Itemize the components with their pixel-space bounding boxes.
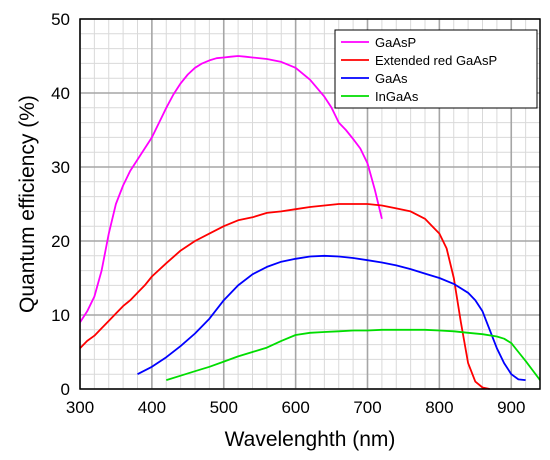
- x-tick-label: 800: [425, 398, 453, 417]
- series-line-extended-red-gaasp: [79, 203, 490, 390]
- x-tick-label: 300: [66, 398, 94, 417]
- series-line-ingaas: [166, 328, 541, 381]
- y-tick-label: 20: [51, 232, 70, 251]
- x-tick-label: 700: [353, 398, 381, 417]
- series-layer: [79, 55, 541, 390]
- y-tick-label: 30: [51, 158, 70, 177]
- legend-label: GaAs: [375, 71, 408, 86]
- y-tick-label: 40: [51, 84, 70, 103]
- y-tick-label: 10: [51, 306, 70, 325]
- legend-box: [334, 29, 538, 109]
- legend-label: GaAsP: [375, 35, 416, 50]
- y-tick-label: 0: [61, 380, 70, 399]
- series-line-gaasp: [79, 55, 383, 323]
- x-tick-label: 600: [281, 398, 309, 417]
- legend: GaAsP Extended red GaAsP GaAs InGaAs: [334, 29, 538, 109]
- x-tick-label: 500: [210, 398, 238, 417]
- plot-frame: [79, 18, 541, 390]
- legend-label: Extended red GaAsP: [375, 53, 497, 68]
- series-line-gaas: [137, 254, 526, 381]
- x-tick-label: 900: [497, 398, 525, 417]
- y-axis-title: Quantum efficiency (%): [16, 95, 39, 313]
- x-axis-title: Wavelenghth (nm): [225, 428, 396, 451]
- tick-labels: 300 400 500 600 700 800 900 0 10 20 30 40 50: [51, 10, 525, 417]
- y-tick-label: 50: [51, 10, 70, 29]
- legend-label: InGaAs: [375, 89, 419, 104]
- x-tick-label: 400: [138, 398, 166, 417]
